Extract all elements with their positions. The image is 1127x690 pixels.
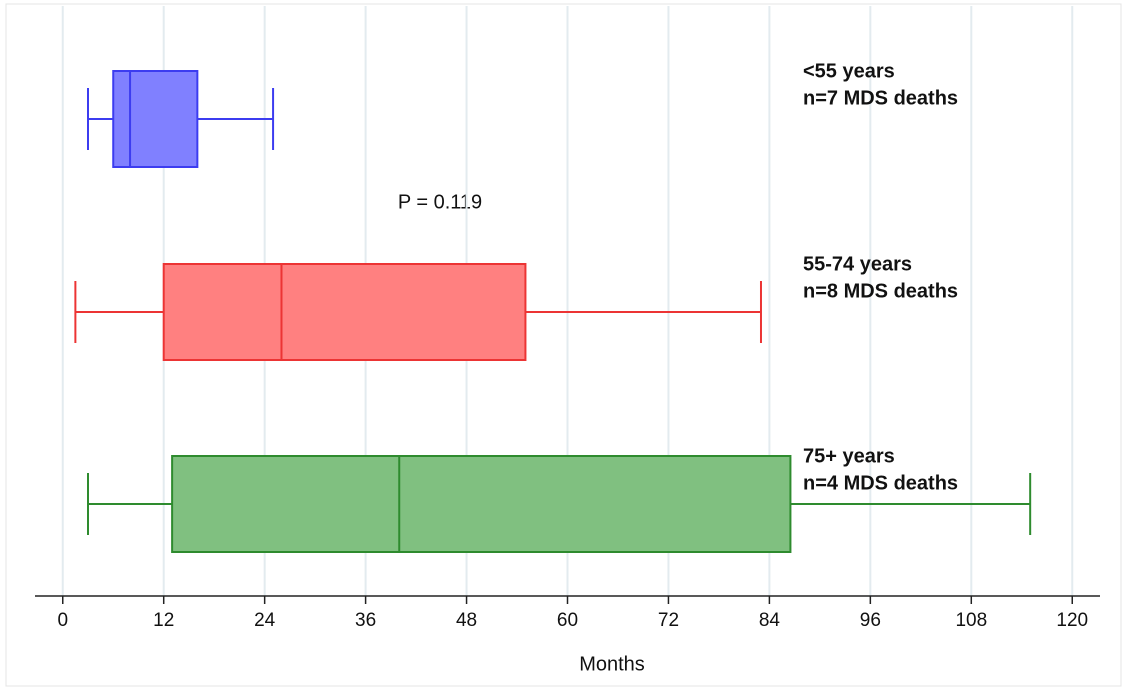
box xyxy=(162,263,527,361)
box xyxy=(112,70,199,168)
group-label: 55-74 years xyxy=(803,253,912,275)
group-sublabel: n=4 MDS deaths xyxy=(803,472,958,494)
x-tick-label: 24 xyxy=(254,610,276,631)
x-tick-label: 60 xyxy=(557,610,578,631)
group-sublabel: n=7 MDS deaths xyxy=(803,87,958,109)
group-label: <55 years xyxy=(803,60,895,82)
x-tick-label: 84 xyxy=(759,610,781,631)
group-label: 75+ years xyxy=(803,445,895,467)
x-tick-label: 108 xyxy=(955,610,987,631)
x-tick-label: 0 xyxy=(57,610,68,631)
x-tick-label: 72 xyxy=(658,610,679,631)
group-sublabel: n=8 MDS deaths xyxy=(803,280,958,302)
x-tick-label: 96 xyxy=(860,610,881,631)
x-axis-label: Months xyxy=(579,653,645,675)
x-tick-label: 120 xyxy=(1056,610,1088,631)
annotation: P = 0.119 xyxy=(398,191,482,213)
x-tick-label: 48 xyxy=(456,610,477,631)
x-tick-label: 12 xyxy=(153,610,174,631)
box xyxy=(171,455,792,553)
x-tick-label: 36 xyxy=(355,610,376,631)
